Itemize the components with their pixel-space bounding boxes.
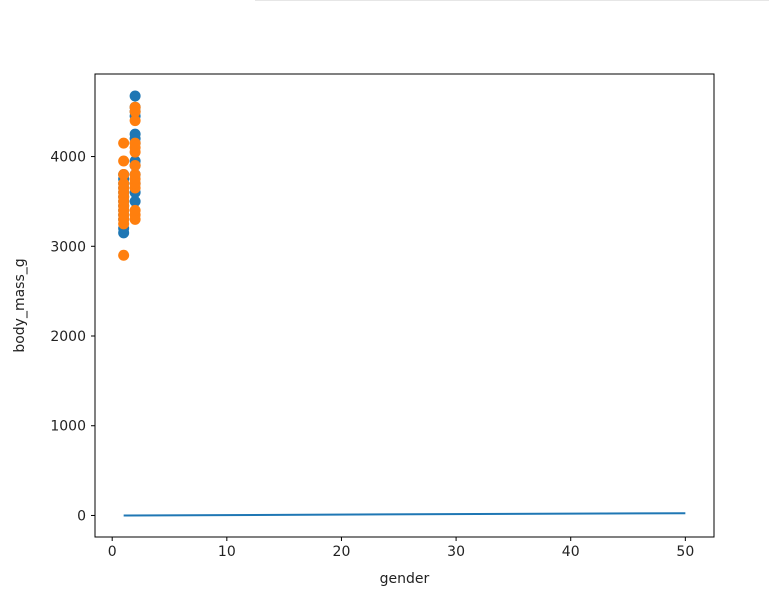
y-axis-label: body_mass_g: [12, 258, 28, 352]
scatter-point-1-20: [129, 168, 141, 180]
y-tick-label-0: 0: [77, 508, 86, 524]
scatter-point-1-0: [118, 249, 130, 261]
scatter-point-1-12: [118, 155, 130, 167]
chart-axes: 0 10 20 30 40 50 0 1000 2000 3000 4000: [50, 150, 694, 560]
y-tick-label-2: 2000: [50, 329, 86, 345]
scatter-point-0-25: [129, 90, 141, 102]
scatter-point-1-13: [118, 137, 130, 149]
scatter-point-0-13: [129, 195, 141, 207]
y-tick-label-4: 4000: [50, 150, 86, 166]
x-tick-label-1: 10: [218, 544, 236, 560]
plot-frame: [94, 73, 715, 538]
chart-marks: [118, 90, 686, 517]
scatter-point-1-16: [129, 204, 141, 216]
scatter-point-1-25: [129, 115, 141, 127]
scatter-point-1-21: [129, 160, 141, 172]
scatter-point-1-24: [129, 137, 141, 149]
series-line: [123, 512, 686, 517]
x-tick-label-4: 40: [562, 544, 580, 560]
x-tick-label-3: 30: [447, 544, 465, 560]
x-tick-label-5: 50: [676, 544, 694, 560]
scatter-point-1-10: [118, 177, 130, 189]
scatter-point-1-11: [118, 168, 130, 180]
x-axis-label: gender: [380, 571, 430, 587]
x-tick-label-2: 20: [333, 544, 351, 560]
scatter-point-1-27: [129, 101, 141, 113]
y-tick-label-3: 3000: [50, 239, 86, 255]
scatter-point-0-21: [129, 128, 141, 140]
top-divider: [255, 0, 769, 1]
y-tick-label-1: 1000: [50, 419, 86, 435]
x-tick-label-0: 0: [108, 544, 117, 560]
